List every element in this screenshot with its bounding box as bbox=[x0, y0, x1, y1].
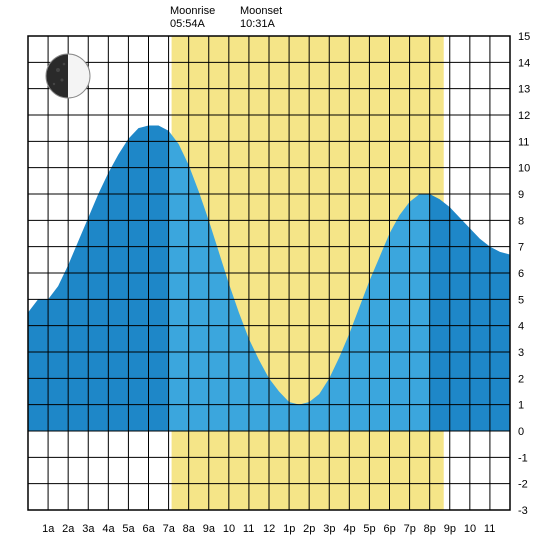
x-tick-label: 5p bbox=[363, 523, 375, 535]
x-tick-label: 12 bbox=[263, 523, 275, 535]
y-tick-label: 4 bbox=[518, 321, 524, 333]
y-tick-label: 1 bbox=[518, 400, 524, 412]
x-tick-label: 8a bbox=[183, 523, 196, 535]
x-tick-label: 9p bbox=[444, 523, 456, 535]
x-tick-label: 10 bbox=[223, 523, 235, 535]
moonset-time: 10:31A bbox=[240, 18, 276, 30]
x-tick-label: 1a bbox=[42, 523, 55, 535]
x-tick-label: 4p bbox=[343, 523, 355, 535]
x-tick-label: 2p bbox=[303, 523, 315, 535]
y-tick-label: 15 bbox=[518, 31, 530, 43]
y-tick-label: 5 bbox=[518, 294, 524, 306]
tide-chart: 1514131211109876543210-1-2-31a2a3a4a5a6a… bbox=[0, 0, 550, 550]
moon-phase-icon bbox=[46, 54, 90, 98]
y-tick-label: 6 bbox=[518, 268, 524, 280]
y-tick-label: -3 bbox=[518, 505, 528, 517]
y-tick-label: 13 bbox=[518, 84, 530, 96]
chart-svg: 1514131211109876543210-1-2-31a2a3a4a5a6a… bbox=[0, 0, 550, 550]
y-tick-label: 8 bbox=[518, 215, 524, 227]
x-tick-label: 6p bbox=[384, 523, 396, 535]
x-tick-label: 2a bbox=[62, 523, 75, 535]
x-tick-label: 6a bbox=[143, 523, 156, 535]
y-tick-label: 12 bbox=[518, 110, 530, 122]
y-tick-label: -2 bbox=[518, 479, 528, 491]
x-tick-label: 3p bbox=[323, 523, 335, 535]
x-tick-label: 1p bbox=[283, 523, 295, 535]
y-tick-label: 7 bbox=[518, 242, 524, 254]
y-tick-label: 9 bbox=[518, 189, 524, 201]
x-tick-label: 4a bbox=[102, 523, 115, 535]
moonrise-time: 05:54A bbox=[170, 18, 206, 30]
y-tick-label: 14 bbox=[518, 57, 530, 69]
y-tick-label: -1 bbox=[518, 452, 528, 464]
x-tick-label: 3a bbox=[82, 523, 95, 535]
x-tick-label: 8p bbox=[424, 523, 436, 535]
moonset-label: Moonset bbox=[240, 5, 282, 17]
x-tick-label: 11 bbox=[243, 523, 254, 535]
y-tick-label: 3 bbox=[518, 347, 524, 359]
moonrise-label: Moonrise bbox=[170, 5, 215, 17]
x-tick-label: 7p bbox=[404, 523, 416, 535]
x-tick-label: 5a bbox=[122, 523, 135, 535]
y-tick-label: 10 bbox=[518, 163, 530, 175]
x-tick-label: 9a bbox=[203, 523, 216, 535]
y-tick-label: 11 bbox=[518, 136, 529, 148]
y-tick-label: 0 bbox=[518, 426, 524, 438]
x-tick-label: 10 bbox=[464, 523, 476, 535]
x-tick-label: 11 bbox=[484, 523, 495, 535]
y-tick-label: 2 bbox=[518, 373, 524, 385]
x-tick-label: 7a bbox=[163, 523, 176, 535]
